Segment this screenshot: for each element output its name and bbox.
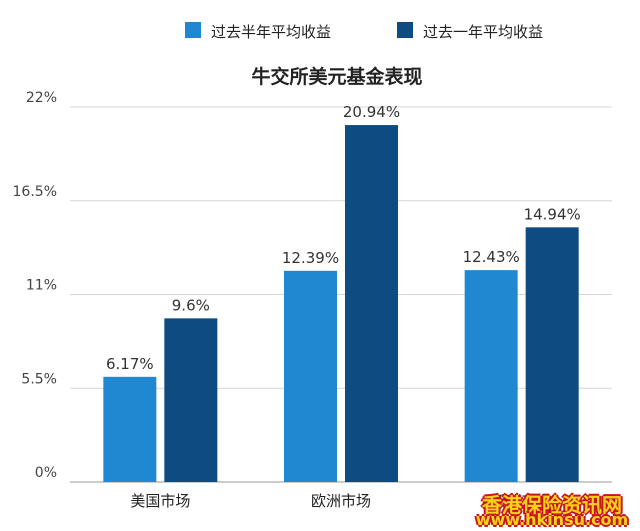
bar-value-label: 20.94%	[343, 103, 400, 121]
bar	[525, 227, 579, 482]
legend-swatch-1	[185, 22, 201, 38]
bar-value-label: 9.6%	[172, 296, 210, 314]
y-tick-label: 11%	[26, 278, 57, 294]
y-tick-label: 22%	[26, 90, 57, 106]
x-tick-label: 美国市场	[130, 492, 190, 510]
legend-label-2: 过去一年平均收益	[423, 23, 543, 41]
y-tick-label: 5.5%	[21, 371, 57, 387]
chart-title: 牛交所美元基金表现	[251, 65, 422, 88]
bar-value-label: 12.43%	[463, 248, 520, 266]
y-tick-label: 16.5%	[13, 184, 57, 200]
grid-lines	[70, 106, 612, 483]
bar-value-label: 12.39%	[282, 249, 339, 267]
legend-label-1: 过去半年平均收益	[211, 23, 331, 41]
bar-value-label: 14.94%	[524, 205, 581, 223]
bar-value-label: 6.17%	[106, 355, 154, 373]
watermark-url: www.hkinsu.com	[475, 510, 629, 529]
bar	[164, 318, 218, 482]
legend-swatch-2	[397, 22, 413, 38]
x-tick-label: 新兴市场	[492, 492, 552, 510]
bar	[284, 270, 337, 482]
y-axis-ticks: 0% 5.5% 11% 16.5% 22%	[13, 90, 57, 481]
bar-value-labels: 6.17% 9.6% 12.39% 20.94% 12.43% 14.94%	[106, 103, 581, 373]
y-tick-label: 0%	[35, 465, 57, 481]
bars	[103, 125, 579, 483]
x-tick-label: 欧洲市场	[311, 492, 371, 510]
x-axis-ticks: 美国市场 欧洲市场 新兴市场	[130, 492, 551, 510]
legend: 过去半年平均收益 过去一年平均收益	[185, 22, 543, 41]
bar	[345, 125, 398, 483]
bar	[464, 270, 518, 482]
watermark-logo-text: 香港保险资讯网	[482, 493, 622, 517]
bar	[103, 376, 157, 482]
